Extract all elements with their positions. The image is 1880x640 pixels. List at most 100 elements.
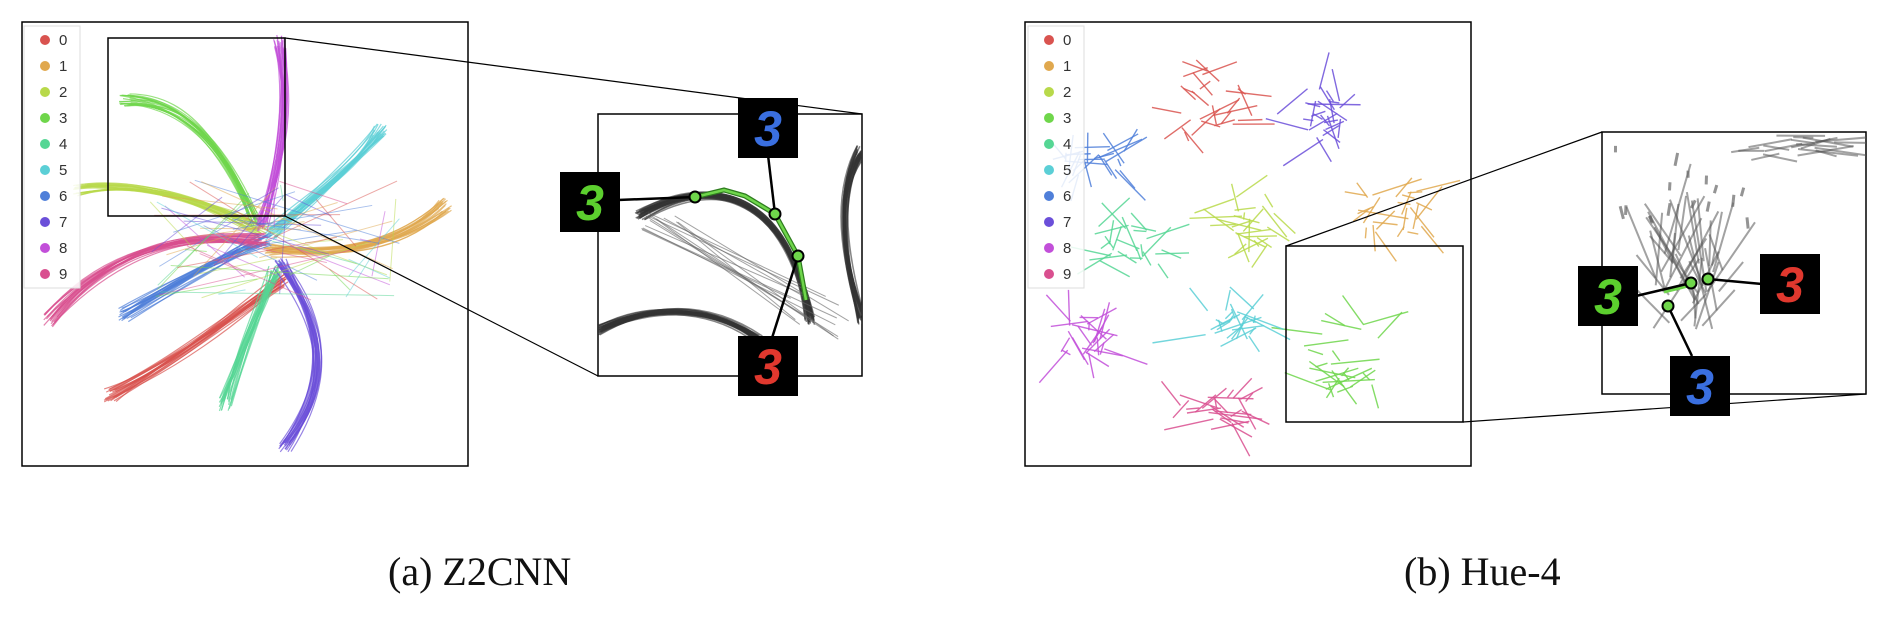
legend-label: 9: [1063, 266, 1071, 283]
digit-glyph: 3: [1776, 257, 1804, 313]
trajectory-stroke: [1318, 52, 1330, 90]
zoom-stroke: [1673, 152, 1680, 167]
trajectory-stroke: [1237, 232, 1250, 263]
trajectory-stroke: [1085, 351, 1110, 368]
trajectory-stroke: [1123, 128, 1138, 152]
trajectory-stroke: [1179, 394, 1219, 409]
trajectory-stroke: [271, 197, 445, 253]
trajectory-stroke: [1256, 237, 1272, 249]
trajectory-stroke: [1210, 313, 1241, 331]
zoom-stroke: [1762, 153, 1798, 163]
trajectory-stroke: [1092, 314, 1110, 344]
trajectory-stroke: [1372, 178, 1422, 196]
trajectory-stroke: [1229, 286, 1255, 310]
trajectory-stroke: [1220, 327, 1257, 348]
trajectory-stroke: [1303, 118, 1314, 122]
legend-marker: [1044, 113, 1054, 123]
zoom-stroke: [1797, 148, 1859, 157]
zoom-stroke: [1710, 211, 1723, 266]
trajectory-stroke: [1276, 88, 1308, 115]
trajectory-stroke: [1098, 197, 1131, 228]
zoom-stroke: [1680, 293, 1707, 322]
trajectory-stroke: [258, 47, 281, 232]
digit-glyph: 3: [754, 101, 782, 157]
trajectory-stroke: [1119, 169, 1136, 189]
trajectory-stroke: [199, 253, 255, 278]
zoom-stroke: [1708, 220, 1712, 267]
legend-box: [23, 25, 81, 289]
trajectory-stroke: [1225, 289, 1231, 311]
zoom-stroke: [598, 307, 763, 337]
trajectory-stroke: [329, 268, 351, 291]
trajectory-stroke: [1319, 86, 1335, 111]
zoom-stroke: [1696, 198, 1705, 262]
trajectory-stroke: [1253, 239, 1260, 247]
trajectory-stroke: [1202, 61, 1238, 76]
trajectory-stroke: [1362, 372, 1371, 381]
trajectory-stroke: [1261, 205, 1288, 238]
trajectory-stroke: [1191, 108, 1221, 136]
trajectory-stroke: [232, 218, 380, 244]
trajectory-stroke: [1325, 120, 1345, 131]
trajectory-stroke: [201, 242, 369, 299]
trajectory-stroke: [160, 291, 395, 297]
zoom-stroke: [1802, 136, 1854, 148]
trajectory-stroke: [1224, 311, 1233, 320]
trajectory-stroke: [1312, 113, 1323, 121]
trajectory-stroke: [1104, 348, 1148, 365]
trajectory-stroke: [1310, 110, 1326, 117]
trajectory-stroke: [1045, 294, 1071, 322]
panel-a-caption: (a) Z2CNN: [388, 549, 572, 594]
panel-b-zoom-region: [1285, 245, 1464, 423]
legend-marker: [40, 61, 50, 71]
trajectory-stroke: [1233, 214, 1260, 224]
zoom-stroke: [843, 149, 862, 312]
trajectory-stroke: [1230, 183, 1240, 212]
trajectory-stroke: [1237, 84, 1253, 116]
trajectory-stroke: [1330, 358, 1380, 365]
legend-marker: [1044, 243, 1054, 253]
panel-b: 0 1 2 3 4 5 6 7 8 9 3 3 3: [1024, 21, 1867, 467]
zoom-stroke: [1666, 202, 1672, 217]
legend-marker: [1044, 269, 1054, 279]
zoom-stroke: [1731, 194, 1736, 207]
trajectory-stroke: [1282, 138, 1324, 167]
trajectory-stroke: [273, 267, 315, 447]
trajectory-stroke: [263, 210, 443, 249]
zoom-stroke: [1748, 138, 1793, 149]
sample-point: [1684, 276, 1698, 290]
trajectory-stroke: [1232, 377, 1253, 399]
zoom-stroke: [601, 309, 756, 342]
trajectory-stroke: [1099, 342, 1105, 355]
trajectory-stroke: [1250, 318, 1291, 341]
trajectory-stroke: [1395, 177, 1413, 198]
trajectory-stroke: [1324, 312, 1346, 327]
trajectory-stroke: [1273, 212, 1296, 235]
trajectory-stroke: [1105, 136, 1148, 163]
panel-a-legend: 0 1 2 3 4 5 6 7 8 9: [23, 25, 81, 289]
trajectory-stroke: [1189, 287, 1209, 312]
legend-marker: [1044, 139, 1054, 149]
legend-marker: [1044, 217, 1054, 227]
trajectory-stroke: [1061, 349, 1071, 356]
panel-b-legend: 0 1 2 3 4 5 6 7 8 9: [1027, 25, 1085, 289]
trajectory-stroke: [1180, 85, 1197, 101]
trajectory-stroke: [1183, 67, 1208, 78]
trajectory-stroke: [1320, 114, 1331, 127]
trajectory-stroke: [50, 236, 269, 320]
zoom-stroke: [1662, 217, 1703, 293]
trajectory-stroke: [1164, 418, 1214, 431]
digit-thumbnail-blue: 3: [738, 98, 798, 158]
zoom-stroke: [1718, 261, 1744, 293]
trajectory-stroke: [1412, 203, 1420, 230]
digit-thumbnail-blue: 3: [1670, 356, 1730, 416]
trajectory-stroke: [1235, 231, 1267, 248]
trajectory-stroke: [1194, 394, 1217, 413]
zoom-stroke: [651, 215, 801, 325]
trajectory-stroke: [1214, 119, 1236, 127]
trajectory-stroke: [1356, 182, 1369, 199]
trajectory-stroke: [1210, 420, 1250, 430]
trajectory-stroke: [129, 98, 259, 221]
trajectory-stroke: [1083, 159, 1093, 188]
trajectory-stroke: [1251, 244, 1268, 268]
